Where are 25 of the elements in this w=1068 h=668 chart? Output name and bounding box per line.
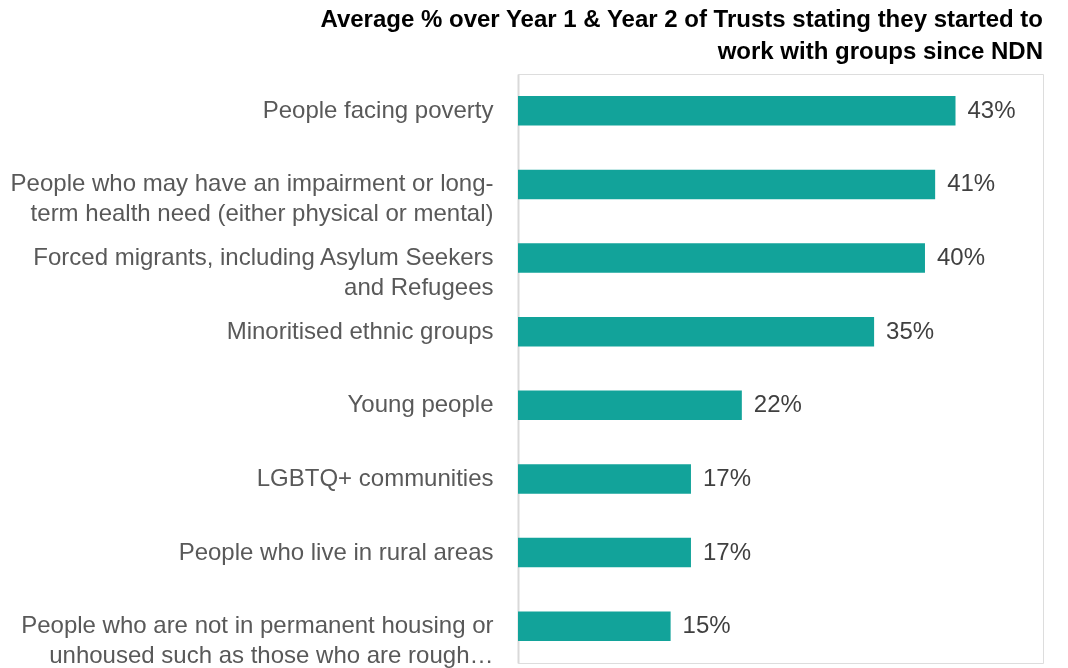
- data-label: 17%: [702, 537, 752, 565]
- y-tick-label: Young people: [347, 390, 494, 418]
- bar: [518, 169, 936, 200]
- y-tick-label: People facing poverty: [262, 95, 494, 123]
- y-tick-label: Minoritised ethnic groups: [226, 316, 494, 344]
- bar: [518, 464, 691, 494]
- data-label: 15%: [682, 611, 731, 639]
- data-label: 40%: [936, 243, 986, 271]
- data-label: 22%: [753, 390, 802, 418]
- y-tick-label: LGBTQ+ communities: [256, 463, 494, 491]
- data-label: 43%: [967, 95, 1016, 123]
- y-tick-label: People who may have an impairment or long-term health need (either physical or mental): [10, 169, 494, 227]
- bar: [518, 243, 925, 273]
- bar: [518, 611, 671, 641]
- data-label: 35%: [886, 316, 935, 344]
- bar: [518, 316, 875, 347]
- y-tick-label: People who live in rural areas: [178, 537, 494, 565]
- data-label: 17%: [702, 463, 752, 491]
- bar: [518, 96, 956, 126]
- chart-title: Average % over Year 1 & Year 2 of Trusts stating they started to work with groups since NDN: [320, 5, 1043, 64]
- bar: [518, 537, 691, 568]
- y-tick-label: Forced migrants, including Asylum Seekers and Refugees: [33, 243, 494, 301]
- data-label: 41%: [947, 169, 996, 197]
- bar: [518, 390, 742, 421]
- y-tick-label: People who are not in permanent housing or unhoused such as those who are rough…: [21, 611, 494, 668]
